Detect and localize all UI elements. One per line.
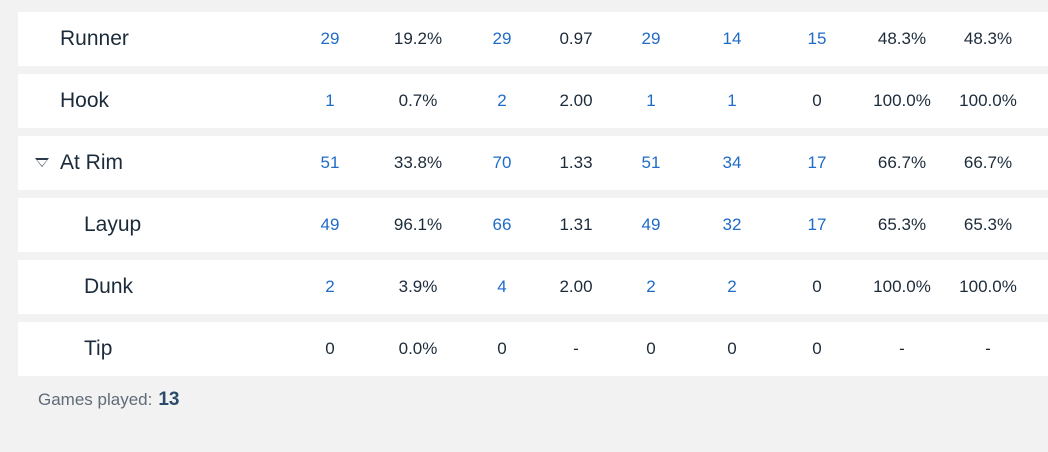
stat-link[interactable]: 29 (320, 29, 340, 48)
row-label: Tip (84, 337, 113, 360)
games-played-value: 13 (158, 389, 180, 410)
stat-link[interactable]: 70 (492, 153, 512, 172)
stat-value: 66.7% (877, 153, 927, 172)
stat-value: 100.0% (873, 91, 931, 110)
stat-value: 65.3% (963, 215, 1013, 234)
games-played-label: Games played: (38, 390, 153, 409)
stat-value: 0 (727, 339, 737, 358)
stat-value: 100.0% (873, 277, 931, 296)
stat-link[interactable]: 51 (641, 153, 661, 172)
row-label: Layup (84, 213, 142, 236)
stat-link[interactable]: 1 (325, 91, 335, 110)
caret-down-icon[interactable] (35, 158, 49, 167)
stat-value: 3.9% (398, 277, 438, 296)
games-played: Games played: 13 (38, 385, 179, 415)
stat-link[interactable]: 29 (492, 29, 512, 48)
stat-link[interactable]: 4 (497, 277, 507, 296)
stat-value: 96.1% (393, 215, 443, 234)
stat-value: 1.31 (559, 215, 593, 234)
stat-value: 66.7% (963, 153, 1013, 172)
stat-link[interactable]: 2 (325, 277, 335, 296)
stat-value: 48.3% (877, 29, 927, 48)
stat-value: 0 (812, 277, 822, 296)
stat-value: 48.3% (963, 29, 1013, 48)
stat-value: 100.0% (959, 277, 1017, 296)
table-row-tip: Tip 0 0.0% 0 - 0 0 0 - - (18, 322, 1048, 376)
stat-value: 0 (812, 91, 822, 110)
stat-link[interactable]: 49 (320, 215, 340, 234)
stat-link[interactable]: 29 (641, 29, 661, 48)
stat-value: - (899, 339, 905, 358)
stat-value: 0.7% (398, 91, 438, 110)
stat-link[interactable]: 49 (641, 215, 661, 234)
stat-value: 0 (325, 339, 335, 358)
stat-link[interactable]: 32 (722, 215, 742, 234)
stat-value: - (985, 339, 991, 358)
stat-link[interactable]: 2 (646, 277, 656, 296)
stat-value: 33.8% (393, 153, 443, 172)
stat-link[interactable]: 15 (807, 29, 827, 48)
stat-value: 65.3% (877, 215, 927, 234)
stat-link[interactable]: 51 (320, 153, 340, 172)
table-row-runner: Runner 29 19.2% 29 0.97 29 14 15 48.3% 4… (18, 12, 1048, 66)
stat-value: 2.00 (559, 277, 593, 296)
stat-link[interactable]: 17 (807, 215, 827, 234)
stat-value: 0.0% (398, 339, 438, 358)
stat-link[interactable]: 34 (722, 153, 742, 172)
stat-value: - (573, 339, 579, 358)
row-label: Runner (60, 27, 129, 50)
row-label: At Rim (60, 151, 123, 174)
row-label: Dunk (84, 275, 134, 298)
stat-link[interactable]: 2 (727, 277, 737, 296)
row-label: Hook (60, 89, 110, 112)
stat-value: 19.2% (393, 29, 443, 48)
stat-value: 0 (812, 339, 822, 358)
stat-link[interactable]: 1 (646, 91, 656, 110)
table-row-dunk: Dunk 2 3.9% 4 2.00 2 2 0 100.0% 100.0% (18, 260, 1048, 314)
stat-value: 2.00 (559, 91, 593, 110)
stat-value: 0 (646, 339, 656, 358)
stat-value: 1.33 (559, 153, 593, 172)
stat-link[interactable]: 14 (722, 29, 742, 48)
stat-value: 0.97 (559, 29, 593, 48)
table-row-hook: Hook 1 0.7% 2 2.00 1 1 0 100.0% 100.0% (18, 74, 1048, 128)
table-row-at-rim: At Rim 51 33.8% 70 1.33 51 34 17 66.7% 6… (18, 136, 1048, 190)
table-row-layup: Layup 49 96.1% 66 1.31 49 32 17 65.3% 65… (18, 198, 1048, 252)
stat-value: 100.0% (959, 91, 1017, 110)
stat-link[interactable]: 2 (497, 91, 507, 110)
stat-link[interactable]: 17 (807, 153, 827, 172)
stat-value: 0 (497, 339, 507, 358)
stat-link[interactable]: 66 (492, 215, 512, 234)
stat-link[interactable]: 1 (727, 91, 737, 110)
left-gutter (0, 0, 18, 452)
